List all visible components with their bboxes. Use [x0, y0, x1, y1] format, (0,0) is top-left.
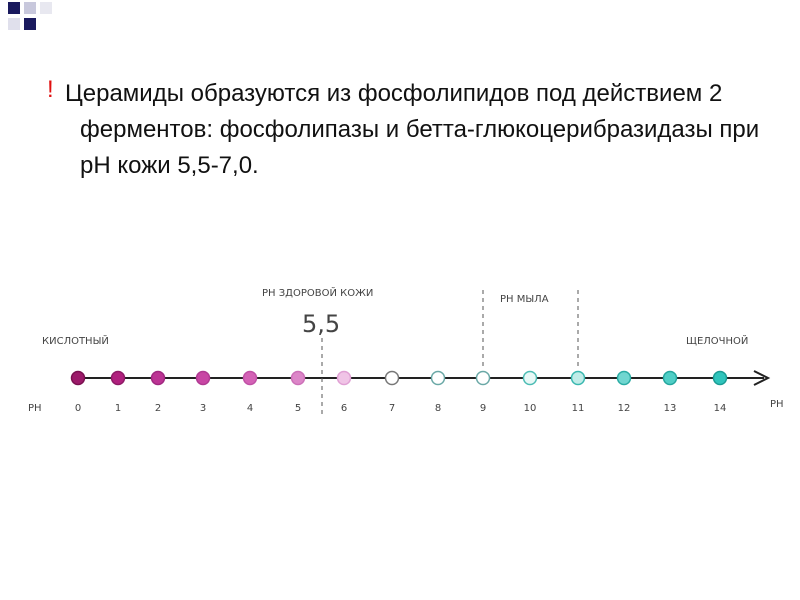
tick-label: 9 — [480, 403, 486, 414]
decor — [24, 18, 36, 30]
tick-label: 13 — [664, 403, 677, 414]
tick-label: 6 — [341, 403, 347, 414]
scale-point — [70, 370, 86, 386]
alkaline-label: ЩЕЛОЧНОЙ — [686, 334, 748, 347]
acid-label: КИСЛОТНЫЙ — [42, 334, 109, 347]
scale-point — [150, 370, 166, 386]
scale-point — [195, 370, 211, 386]
tick-label: 7 — [389, 403, 395, 414]
decor — [8, 2, 20, 14]
arrow — [753, 370, 771, 386]
ph-label: PH — [770, 399, 784, 410]
scale-point — [384, 370, 400, 386]
tick-label: 5 — [295, 403, 301, 414]
tick-label: 11 — [572, 403, 585, 414]
bullet-mark: ! — [47, 76, 54, 103]
scale-point — [430, 370, 446, 386]
scale-point — [570, 370, 586, 386]
tick-label: 4 — [247, 403, 253, 414]
scale-point — [110, 370, 126, 386]
tick-label: 2 — [155, 403, 161, 414]
decor — [24, 2, 36, 14]
scale-point — [242, 370, 258, 386]
scale-point — [475, 370, 491, 386]
scale-point — [522, 370, 538, 386]
healthy-label: PH ЗДОРОВОЙ КОЖИ — [262, 286, 373, 299]
scale-point — [336, 370, 352, 386]
scale-point — [712, 370, 728, 386]
tick-label: 14 — [714, 403, 727, 414]
bullet-text: Церамиды образуются из фосфолипидов под … — [65, 80, 760, 179]
soap-label: PH МЫЛА — [500, 294, 549, 305]
healthy-value: 5,5 — [302, 310, 340, 338]
tick-label: 8 — [435, 403, 441, 414]
tick-label: 10 — [524, 403, 537, 414]
scale-point — [662, 370, 678, 386]
tick-label: 0 — [75, 403, 81, 414]
scale-point — [290, 370, 306, 386]
decor — [40, 2, 52, 14]
tick-label: 1 — [115, 403, 121, 414]
tick-label: 3 — [200, 403, 206, 414]
tick-label: 12 — [618, 403, 631, 414]
decor — [8, 18, 20, 30]
scale-point — [616, 370, 632, 386]
ph-label: PH — [28, 403, 42, 414]
